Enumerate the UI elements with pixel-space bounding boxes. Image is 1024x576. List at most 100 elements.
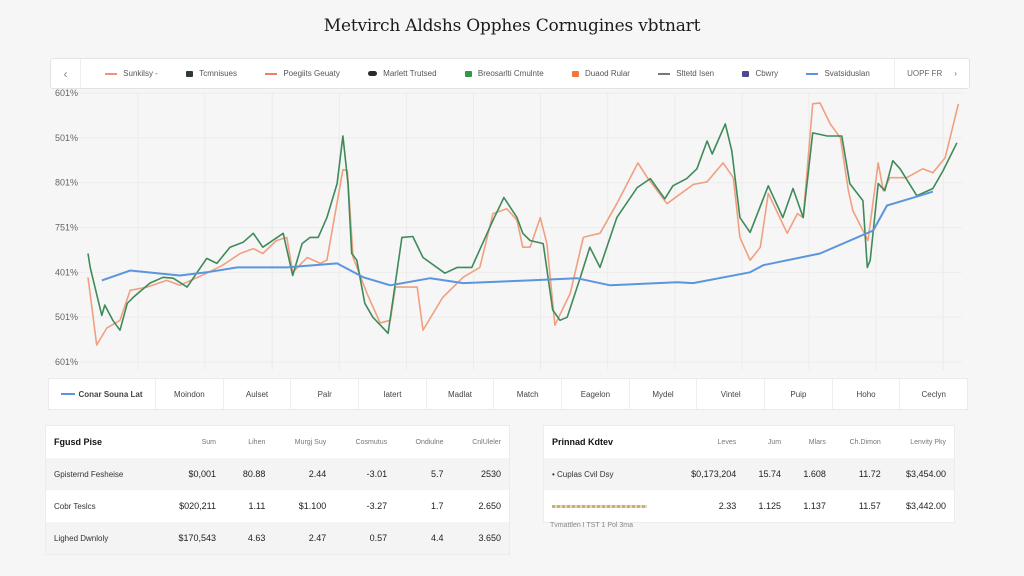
table-cell: $0,173,204 xyxy=(673,458,745,490)
legend-item[interactable]: Duaod Rular xyxy=(572,69,630,78)
legend-swatch-icon xyxy=(658,72,671,75)
legend-swatch-icon xyxy=(806,72,819,75)
left-table-title: Fgusd Pise xyxy=(54,437,103,447)
series-line-0 xyxy=(87,102,960,346)
series-line-2 xyxy=(101,190,934,287)
cell-value: Gpisternd Fesheise xyxy=(54,469,124,479)
cell-value: 80.88 xyxy=(242,469,266,479)
table-cell: $3,454.00 xyxy=(888,458,954,490)
cell-value: $1.100 xyxy=(298,501,327,511)
column-header: Ondiulne xyxy=(415,438,444,446)
legend-item[interactable]: Breosarlti Cmulnte xyxy=(464,69,544,78)
category-tab[interactable]: Match xyxy=(493,379,561,409)
category-tab[interactable]: Aulset xyxy=(222,379,291,409)
right-table-footer: Tvmattlen I TST 1 Pol 3ma xyxy=(550,522,633,529)
cell-value: 1.125 xyxy=(758,501,782,511)
table-cell: 4.4 xyxy=(395,522,452,554)
table-cell: 2.47 xyxy=(273,522,335,554)
cell-value: 1.608 xyxy=(803,469,826,479)
series-selector-label: Conar Souna Lat xyxy=(78,389,143,399)
left-table: Fgusd Pise Sum Lihen Murgj Suy Cosmutus Ondiu… xyxy=(46,426,509,554)
table-row[interactable]: Gpisternd Fesheise $0,001 80.88 2.44 -3.01 5.… xyxy=(46,458,509,490)
category-tab[interactable]: Madlat xyxy=(425,379,494,409)
cell-value: 11.72 xyxy=(858,469,881,479)
cell-value: 1.11 xyxy=(248,501,266,511)
column-header: Lihen xyxy=(248,438,266,446)
category-tab[interactable]: Mydel xyxy=(628,379,697,409)
line-chart: 601% 501% 801% 751% 401% 501% 601% xyxy=(55,88,960,367)
column-header: Sum xyxy=(201,438,216,446)
row-label: Lighed Dwnloly xyxy=(46,522,156,554)
table-cell: 1.608 xyxy=(789,458,834,490)
legend-item[interactable]: Svatsiduslan xyxy=(806,69,870,78)
category-tab[interactable]: Puip xyxy=(764,379,832,409)
y-tick-label: 601% xyxy=(55,88,78,98)
legend-item[interactable]: Sltetd Isen xyxy=(658,69,714,78)
cell-value: 11.57 xyxy=(858,501,881,511)
table-cell: 0.57 xyxy=(334,522,396,554)
column-header: Cosmutus xyxy=(355,438,388,446)
table-cell: 2.650 xyxy=(452,490,509,522)
legend-item[interactable]: Poegiits Geuaty xyxy=(265,69,340,78)
category-tab[interactable]: Hoho xyxy=(831,379,900,409)
cell-value: 15.74 xyxy=(758,469,782,479)
legend-label: Tcmnisues xyxy=(199,69,237,78)
legend-label: Sunkilsy - xyxy=(123,69,158,78)
cell-value: 1.137 xyxy=(803,501,826,511)
row-label: Cobr Teslcs xyxy=(46,490,155,522)
category-tab[interactable]: Moindon xyxy=(155,379,223,409)
table-row[interactable]: Lighed Dwnloly $170,543 4.63 2.47 0.57 4.4 3.6… xyxy=(46,522,509,554)
table-cell: $0,001 xyxy=(155,458,224,490)
legend-label: Breosarlti Cmulnte xyxy=(477,69,544,78)
y-tick-label: 501% xyxy=(55,312,78,322)
y-tick-label: 401% xyxy=(55,267,78,277)
legend-bar: ‹ Sunkilsy - Tcmnisues Poegiits Geuaty Marl… xyxy=(50,58,970,89)
category-tab[interactable]: Palr xyxy=(290,379,358,409)
column-header: Leves xyxy=(717,438,737,446)
legend-item[interactable]: Sunkilsy - xyxy=(105,69,158,78)
cell-value: 2530 xyxy=(480,469,501,479)
legend-item[interactable]: Cbwry xyxy=(742,69,778,78)
table-row[interactable]: • Cuplas Cvil Dsy $0,173,204 15.74 1.608 11.… xyxy=(544,458,954,490)
table-cell: 2530 xyxy=(451,458,509,490)
table-row[interactable]: 2.33 1.125 1.137 11.57 $3,442.00 xyxy=(544,490,954,522)
cell-value: 0.57 xyxy=(369,533,388,543)
legend-swatch-icon xyxy=(368,71,378,76)
cell-value: $3,442.00 xyxy=(905,501,946,511)
table-cell: 1.7 xyxy=(395,490,451,522)
category-tab[interactable]: Ceclyn xyxy=(899,379,967,409)
table-cell: 2.33 xyxy=(673,490,744,522)
category-tab[interactable]: Iatert xyxy=(358,379,426,409)
left-table-card: Fgusd Pise Sum Lihen Murgj Suy Cosmutus Ondiu… xyxy=(45,425,510,555)
table-row[interactable]: Cobr Teslcs $020,211 1.11 $1.100 -3.27 1.7 2.6… xyxy=(46,490,509,522)
legend-more-button[interactable]: UOPF FR › xyxy=(894,59,969,88)
category-tab[interactable]: Eagelon xyxy=(561,379,629,409)
cell-value: $0,001 xyxy=(188,469,216,479)
bullet-icon: • xyxy=(552,469,558,479)
cell-value: -3.01 xyxy=(366,469,388,479)
table-cell: $3,442.00 xyxy=(889,490,954,522)
chevron-left-icon[interactable]: ‹ xyxy=(51,59,81,88)
page-title: Metvirch Aldshs Opphes Cornugines vbtnar… xyxy=(323,16,701,36)
cell-value: 2.44 xyxy=(308,469,327,479)
cell-value: $020,211 xyxy=(179,501,216,511)
series-selector[interactable]: Conar Souna Lat xyxy=(49,379,155,409)
legend-label: Svatsiduslan xyxy=(824,69,870,78)
legend-swatch-icon xyxy=(464,70,472,77)
cell-value: 1.7 xyxy=(431,501,444,511)
legend-swatch-icon xyxy=(572,70,580,77)
legend-item[interactable]: Tcmnisues xyxy=(186,69,237,78)
cell-value: 4.4 xyxy=(431,533,444,543)
category-strip: Conar Souna Lat Moindon Aulset Palr Iatert M… xyxy=(48,378,968,410)
table-cell: 1.11 xyxy=(224,490,273,522)
legend-swatch-icon xyxy=(265,72,278,75)
table-cell: 2.44 xyxy=(273,458,335,490)
column-header: CnlUleler xyxy=(472,438,501,446)
right-table: Prinnad Kdtev Leves Jum Mlars Ch.Dimon Lenvit… xyxy=(544,426,954,522)
cell-value: 4.63 xyxy=(247,533,266,543)
legend-right-label: UOPF FR xyxy=(907,69,943,78)
table-cell: 11.72 xyxy=(833,458,889,490)
table-cell: 15.74 xyxy=(744,458,790,490)
legend-item[interactable]: Marlett Trutsed xyxy=(368,69,437,78)
category-tab[interactable]: Vintel xyxy=(696,379,764,409)
